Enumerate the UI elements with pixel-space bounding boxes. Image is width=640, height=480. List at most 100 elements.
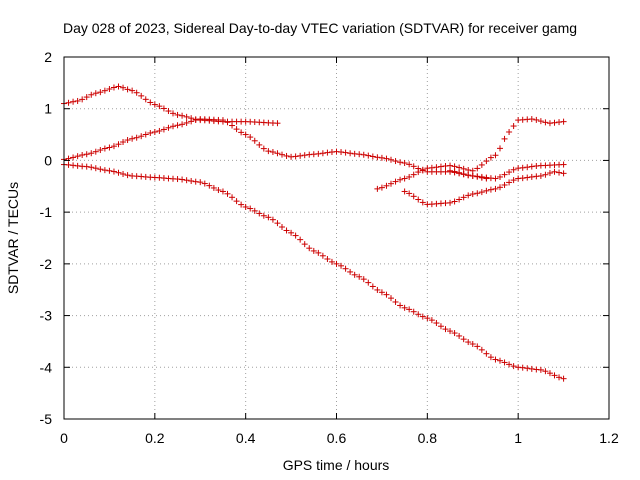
y-tick-label: -3 xyxy=(40,308,53,324)
data-point xyxy=(460,336,467,343)
data-point xyxy=(392,298,399,305)
data-point xyxy=(365,152,372,159)
data-point xyxy=(179,176,186,183)
data-point xyxy=(338,149,345,156)
data-point xyxy=(469,167,476,174)
data-point xyxy=(546,370,553,377)
data-point xyxy=(369,283,376,290)
data-point xyxy=(229,122,236,129)
data-point xyxy=(501,171,508,178)
data-point xyxy=(229,194,236,201)
data-point xyxy=(492,356,499,363)
data-point xyxy=(437,163,444,170)
data-point xyxy=(88,150,95,157)
data-point xyxy=(415,169,422,176)
data-point xyxy=(497,173,503,180)
data-point xyxy=(115,141,122,148)
data-point xyxy=(333,260,340,267)
data-point xyxy=(83,163,90,170)
data-point xyxy=(347,150,354,157)
data-point xyxy=(74,153,81,160)
data-point xyxy=(528,116,535,123)
data-point xyxy=(483,187,490,194)
data-point xyxy=(347,268,354,275)
data-point xyxy=(451,198,458,205)
data-point xyxy=(251,137,258,144)
data-point xyxy=(510,177,517,184)
data-point xyxy=(410,308,417,315)
data-point xyxy=(551,168,558,175)
data-point xyxy=(297,236,304,243)
data-point xyxy=(101,87,108,94)
data-point xyxy=(65,99,72,106)
data-point xyxy=(83,94,90,101)
data-point xyxy=(528,163,535,170)
x-axis-label: GPS time / hours xyxy=(283,457,390,473)
y-tick-label: 1 xyxy=(44,101,52,117)
data-point xyxy=(546,170,553,177)
data-point xyxy=(519,364,526,371)
data-point xyxy=(156,127,163,134)
data-point xyxy=(360,151,367,158)
data-point xyxy=(447,328,454,335)
data-point xyxy=(101,145,108,152)
data-point xyxy=(406,306,413,313)
data-point xyxy=(410,193,417,200)
data-point xyxy=(147,99,154,106)
data-point xyxy=(188,118,195,125)
data-point xyxy=(110,143,117,150)
data-point xyxy=(378,184,385,191)
data-point xyxy=(524,164,531,171)
data-point xyxy=(79,152,86,159)
data-point xyxy=(324,255,331,262)
data-point xyxy=(215,187,222,194)
data-point xyxy=(378,289,385,296)
data-point xyxy=(242,131,249,138)
data-point xyxy=(560,375,567,382)
data-point xyxy=(397,159,404,166)
data-point xyxy=(124,137,131,144)
data-point xyxy=(474,165,481,172)
data-point xyxy=(406,190,413,197)
x-tick-label: 0.6 xyxy=(327,430,347,446)
data-point xyxy=(120,139,127,146)
data-point xyxy=(88,91,95,98)
data-point xyxy=(478,173,485,180)
data-point xyxy=(74,97,81,104)
data-point xyxy=(319,252,326,259)
data-point xyxy=(92,165,99,172)
data-point xyxy=(424,315,431,322)
data-point xyxy=(456,196,463,203)
data-point xyxy=(465,172,472,179)
data-point xyxy=(315,249,322,256)
data-point xyxy=(524,365,531,372)
data-point xyxy=(160,126,167,133)
data-point xyxy=(497,357,503,364)
y-axis-label: SDTVAR / TECUs xyxy=(5,182,21,294)
data-point xyxy=(183,119,190,126)
data-point xyxy=(197,179,204,186)
data-point xyxy=(206,182,213,189)
data-point xyxy=(419,313,426,320)
x-tick-label: 0.8 xyxy=(418,430,438,446)
data-point xyxy=(492,152,499,159)
data-point xyxy=(238,201,245,208)
data-point xyxy=(106,167,113,174)
y-tick-label: 0 xyxy=(44,152,52,168)
data-point xyxy=(70,98,77,105)
data-point xyxy=(374,154,381,161)
data-point xyxy=(301,241,308,248)
data-point xyxy=(401,175,408,182)
data-point xyxy=(406,173,413,180)
data-point xyxy=(506,179,513,186)
data-point xyxy=(70,162,77,169)
chart-title: Day 028 of 2023, Sidereal Day-to-day VTE… xyxy=(63,20,577,36)
x-tick-label: 0.2 xyxy=(145,430,165,446)
data-point xyxy=(428,164,435,171)
data-point xyxy=(492,175,499,182)
data-point xyxy=(469,341,476,348)
data-point xyxy=(383,155,390,162)
data-point xyxy=(324,149,331,156)
data-point xyxy=(369,153,376,160)
